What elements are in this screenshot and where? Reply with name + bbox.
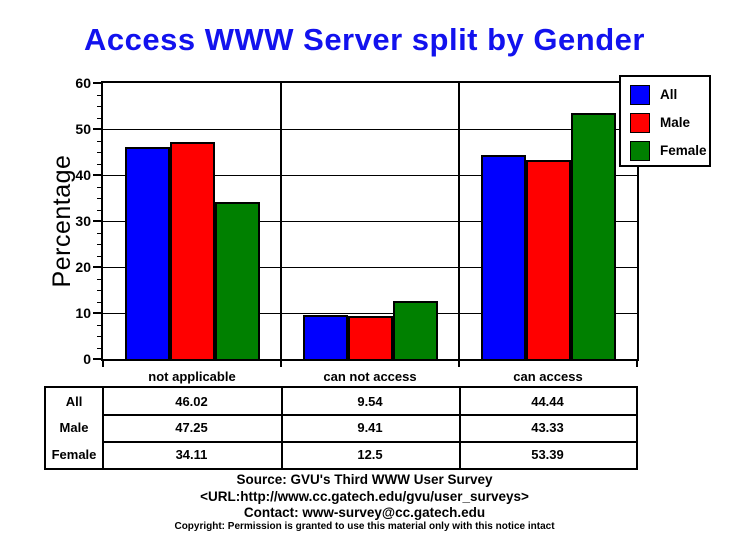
x-tick	[636, 361, 638, 367]
table-vline	[102, 388, 104, 468]
table-vline	[459, 388, 461, 468]
legend-label: All	[660, 87, 678, 102]
table-cell: 44.44	[531, 394, 564, 409]
data-table: All 46.02 9.54 44.44 Male 47.25 9.41 43.33 Femal…	[44, 386, 638, 470]
legend-swatch-all-icon	[630, 85, 650, 105]
table-row-label: Female	[51, 447, 97, 462]
legend: All Male Female	[619, 75, 711, 167]
bar-all-0	[125, 147, 170, 359]
table-cell: 9.54	[357, 394, 383, 409]
y-major-tick	[93, 266, 103, 268]
y-minor-tick	[97, 210, 103, 211]
legend-item: Male	[621, 113, 709, 133]
legend-item: All	[621, 85, 709, 105]
y-minor-tick	[97, 152, 103, 153]
y-tick-label: 30	[75, 213, 91, 229]
legend-swatch-male-icon	[630, 113, 650, 133]
bar-female-0	[215, 202, 260, 359]
y-minor-tick	[97, 95, 103, 96]
y-minor-tick	[97, 233, 103, 234]
footer-contact: Contact: www-survey@cc.gatech.edu	[243, 505, 486, 520]
x-tick	[458, 361, 460, 367]
table-cell: 47.25	[175, 420, 208, 435]
y-major-tick	[93, 174, 103, 176]
category-divider	[280, 83, 282, 359]
y-minor-tick	[97, 279, 103, 280]
y-minor-tick	[97, 256, 103, 257]
table-cell: 9.41	[357, 420, 383, 435]
bar-female-2	[571, 113, 616, 359]
y-minor-tick	[97, 187, 103, 188]
x-category-label: can not access	[323, 369, 417, 384]
bar-all-2	[481, 155, 526, 359]
legend-swatch-female-icon	[630, 141, 650, 161]
y-major-tick	[93, 128, 103, 130]
y-minor-tick	[97, 290, 103, 291]
y-minor-tick	[97, 106, 103, 107]
table-cell: 43.33	[531, 420, 564, 435]
y-major-tick	[93, 358, 103, 360]
y-minor-tick	[97, 141, 103, 142]
y-minor-tick	[97, 302, 103, 303]
y-minor-tick	[97, 325, 103, 326]
category-divider	[458, 83, 460, 359]
y-tick-label: 50	[75, 121, 91, 137]
y-minor-tick	[97, 336, 103, 337]
y-minor-tick	[97, 244, 103, 245]
footer-copyright: Copyright: Permission is granted to use …	[174, 521, 555, 532]
y-tick-label: 20	[75, 259, 91, 275]
y-major-tick	[93, 220, 103, 222]
page-title: Access WWW Server split by Gender	[84, 22, 645, 57]
footer-url: <URL:http://www.cc.gatech.edu/gvu/user_s…	[200, 489, 529, 504]
table-row-label: Male	[59, 420, 89, 435]
table-cell: 34.11	[175, 447, 208, 462]
y-minor-tick	[97, 164, 103, 165]
legend-label: Male	[660, 115, 691, 130]
y-minor-tick	[97, 118, 103, 119]
y-tick-label: 40	[75, 167, 91, 183]
table-hline	[102, 441, 636, 443]
x-tick	[280, 361, 282, 367]
table-cell: 46.02	[175, 394, 208, 409]
table-cell: 12.5	[357, 447, 383, 462]
table-cell: 53.39	[531, 447, 564, 462]
chart-area: Percentage 0 10 20 30 40 50 60 not applicable ca…	[0, 70, 729, 384]
bar-female-1	[393, 301, 438, 359]
gridline	[103, 221, 637, 222]
gridline	[103, 175, 637, 176]
y-minor-tick	[97, 348, 103, 349]
bar-male-1	[348, 316, 393, 359]
table-hline	[102, 414, 636, 416]
bar-male-0	[170, 142, 215, 359]
y-major-tick	[93, 82, 103, 84]
plot-area	[101, 81, 639, 361]
y-minor-tick	[97, 198, 103, 199]
axis-overlay: 0 10 20 30 40 50 60 not applicable can not acces…	[0, 70, 729, 384]
y-tick-label: 0	[83, 351, 91, 367]
y-tick-label: 10	[75, 305, 91, 321]
legend-label: Female	[660, 143, 707, 158]
table-row-label: All	[65, 394, 83, 409]
gridline	[103, 129, 637, 130]
x-category-label: can access	[513, 369, 583, 384]
gridline	[103, 267, 637, 268]
y-major-tick	[93, 312, 103, 314]
gridline	[103, 313, 637, 314]
bar-male-2	[526, 160, 571, 359]
x-category-label: not applicable	[148, 369, 236, 384]
footer-source: Source: GVU's Third WWW User Survey	[236, 472, 493, 487]
x-tick	[102, 361, 104, 367]
y-tick-label: 60	[75, 75, 91, 91]
table-vline	[281, 388, 283, 468]
legend-item: Female	[621, 141, 709, 161]
bar-all-1	[303, 315, 348, 359]
